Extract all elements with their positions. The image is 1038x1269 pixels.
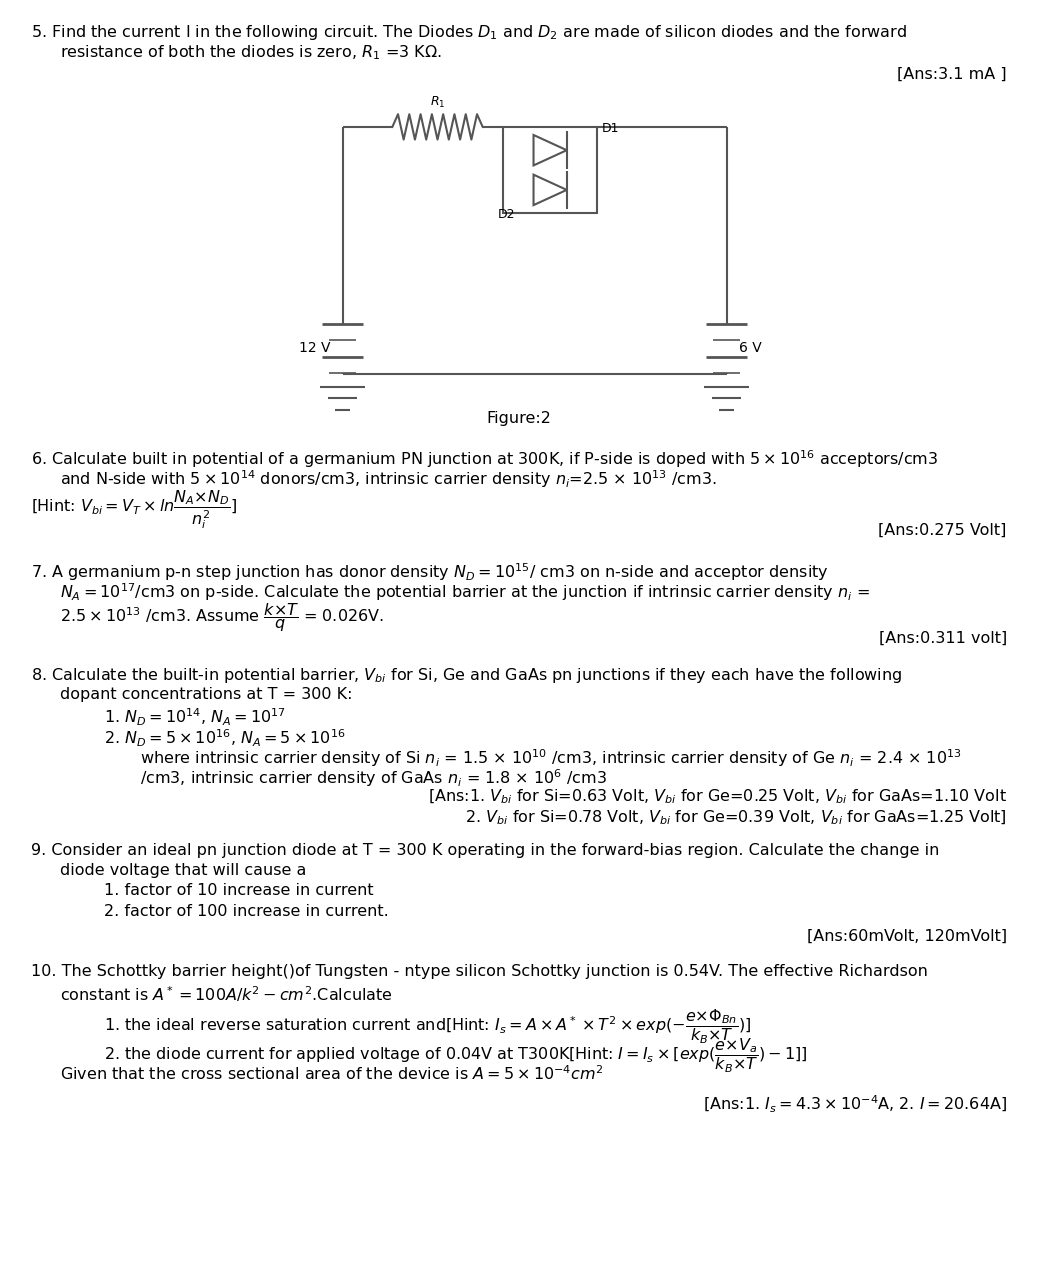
Text: [Ans:1. $V_{bi}$ for Si=0.63 Volt, $V_{bi}$ for Ge=0.25 Volt, $V_{bi}$ for GaAs=: [Ans:1. $V_{bi}$ for Si=0.63 Volt, $V_{b… — [428, 788, 1007, 806]
Text: /cm3, intrinsic carrier density of GaAs $n_i$ = 1.8 $\times$ $10^6$ /cm3: /cm3, intrinsic carrier density of GaAs … — [140, 768, 607, 789]
Text: 6. Calculate built in potential of a germanium PN junction at 300K, if P-side is: 6. Calculate built in potential of a ger… — [31, 448, 938, 470]
Text: 2. $V_{bi}$ for Si=0.78 Volt, $V_{bi}$ for Ge=0.39 Volt, $V_{bi}$ for GaAs=1.25 : 2. $V_{bi}$ for Si=0.78 Volt, $V_{bi}$ f… — [465, 808, 1007, 826]
Bar — [503, 127, 597, 213]
Text: 7. A germanium p-n step junction has donor density $N_D = 10^{15}$/ cm3 on n-sid: 7. A germanium p-n step junction has don… — [31, 561, 829, 582]
Text: $R_1$: $R_1$ — [430, 95, 445, 110]
Text: $N_A = 10^{17}$/cm3 on p-side. Calculate the potential barrier at the junction i: $N_A = 10^{17}$/cm3 on p-side. Calculate… — [60, 581, 870, 603]
Text: 8. Calculate the built-in potential barrier, $V_{bi}$ for Si, Ge and GaAs pn jun: 8. Calculate the built-in potential barr… — [31, 666, 902, 685]
Text: $2.5 \times 10^{13}$ /cm3. Assume $\dfrac{k{\times}T}{q}$ = 0.026V.: $2.5 \times 10^{13}$ /cm3. Assume $\dfra… — [60, 602, 384, 634]
Text: [Ans:1. $I_s = 4.3 \times 10^{-4}$A, 2. $I = 20.64$A]: [Ans:1. $I_s = 4.3 \times 10^{-4}$A, 2. … — [703, 1094, 1007, 1115]
Text: resistance of both the diodes is zero, $R_1$ =3 KΩ.: resistance of both the diodes is zero, $… — [60, 43, 442, 62]
Text: diode voltage that will cause a: diode voltage that will cause a — [60, 863, 306, 878]
Text: 2. the diode current for applied voltage of 0.04V at T300K[Hint: $I = I_s \times: 2. the diode current for applied voltage… — [104, 1037, 808, 1075]
Text: 1. the ideal reverse saturation current and[Hint: $I_s = A \times A^* \times T^2: 1. the ideal reverse saturation current … — [104, 1008, 752, 1046]
Text: Figure:2: Figure:2 — [487, 411, 551, 426]
Text: [Ans:60mVolt, 120mVolt]: [Ans:60mVolt, 120mVolt] — [807, 929, 1007, 944]
Text: dopant concentrations at T = 300 K:: dopant concentrations at T = 300 K: — [60, 687, 353, 702]
Text: 10. The Schottky barrier height()of Tungsten - ntype silicon Schottky junction i: 10. The Schottky barrier height()of Tung… — [31, 964, 928, 980]
Polygon shape — [534, 175, 567, 206]
Text: and N-side with $5 \times 10^{14}$ donors/cm3, intrinsic carrier density $n_i$=2: and N-side with $5 \times 10^{14}$ donor… — [60, 468, 717, 490]
Text: 2. $N_D = 5 \times 10^{16}$, $N_A = 5 \times 10^{16}$: 2. $N_D = 5 \times 10^{16}$, $N_A = 5 \t… — [104, 727, 346, 749]
Text: [Ans:0.311 volt]: [Ans:0.311 volt] — [878, 631, 1007, 646]
Text: D1: D1 — [602, 122, 620, 135]
Text: 9. Consider an ideal pn junction diode at T = 300 K operating in the forward-bia: 9. Consider an ideal pn junction diode a… — [31, 843, 939, 858]
Text: 2. factor of 100 increase in current.: 2. factor of 100 increase in current. — [104, 904, 388, 919]
Polygon shape — [534, 135, 567, 165]
Text: where intrinsic carrier density of Si $n_i$ = 1.5 $\times$ $10^{10}$ /cm3, intri: where intrinsic carrier density of Si $n… — [140, 747, 962, 769]
Text: [Ans:3.1 mA ]: [Ans:3.1 mA ] — [897, 67, 1007, 82]
Text: D2: D2 — [498, 208, 516, 221]
Text: 5. Find the current I in the following circuit. The Diodes $D_1$ and $D_2$ are m: 5. Find the current I in the following c… — [31, 23, 907, 42]
Text: Given that the cross sectional area of the device is $A = 5 \times 10^{-4}cm^2$: Given that the cross sectional area of t… — [60, 1065, 604, 1084]
Text: 12 V: 12 V — [299, 341, 330, 355]
Text: [Hint: $V_{bi} = V_T \times ln\dfrac{N_A{\times}N_D}{n_i^2}$]: [Hint: $V_{bi} = V_T \times ln\dfrac{N_A… — [31, 489, 238, 532]
Text: 1. $N_D = 10^{14}$, $N_A = 10^{17}$: 1. $N_D = 10^{14}$, $N_A = 10^{17}$ — [104, 707, 285, 728]
Text: 6 V: 6 V — [739, 341, 762, 355]
Text: [Ans:0.275 Volt]: [Ans:0.275 Volt] — [878, 523, 1007, 538]
Text: constant is $A^* = 100A/k^2 - cm^2$.Calculate: constant is $A^* = 100A/k^2 - cm^2$.Calc… — [60, 985, 393, 1005]
Text: 1. factor of 10 increase in current: 1. factor of 10 increase in current — [104, 883, 374, 898]
